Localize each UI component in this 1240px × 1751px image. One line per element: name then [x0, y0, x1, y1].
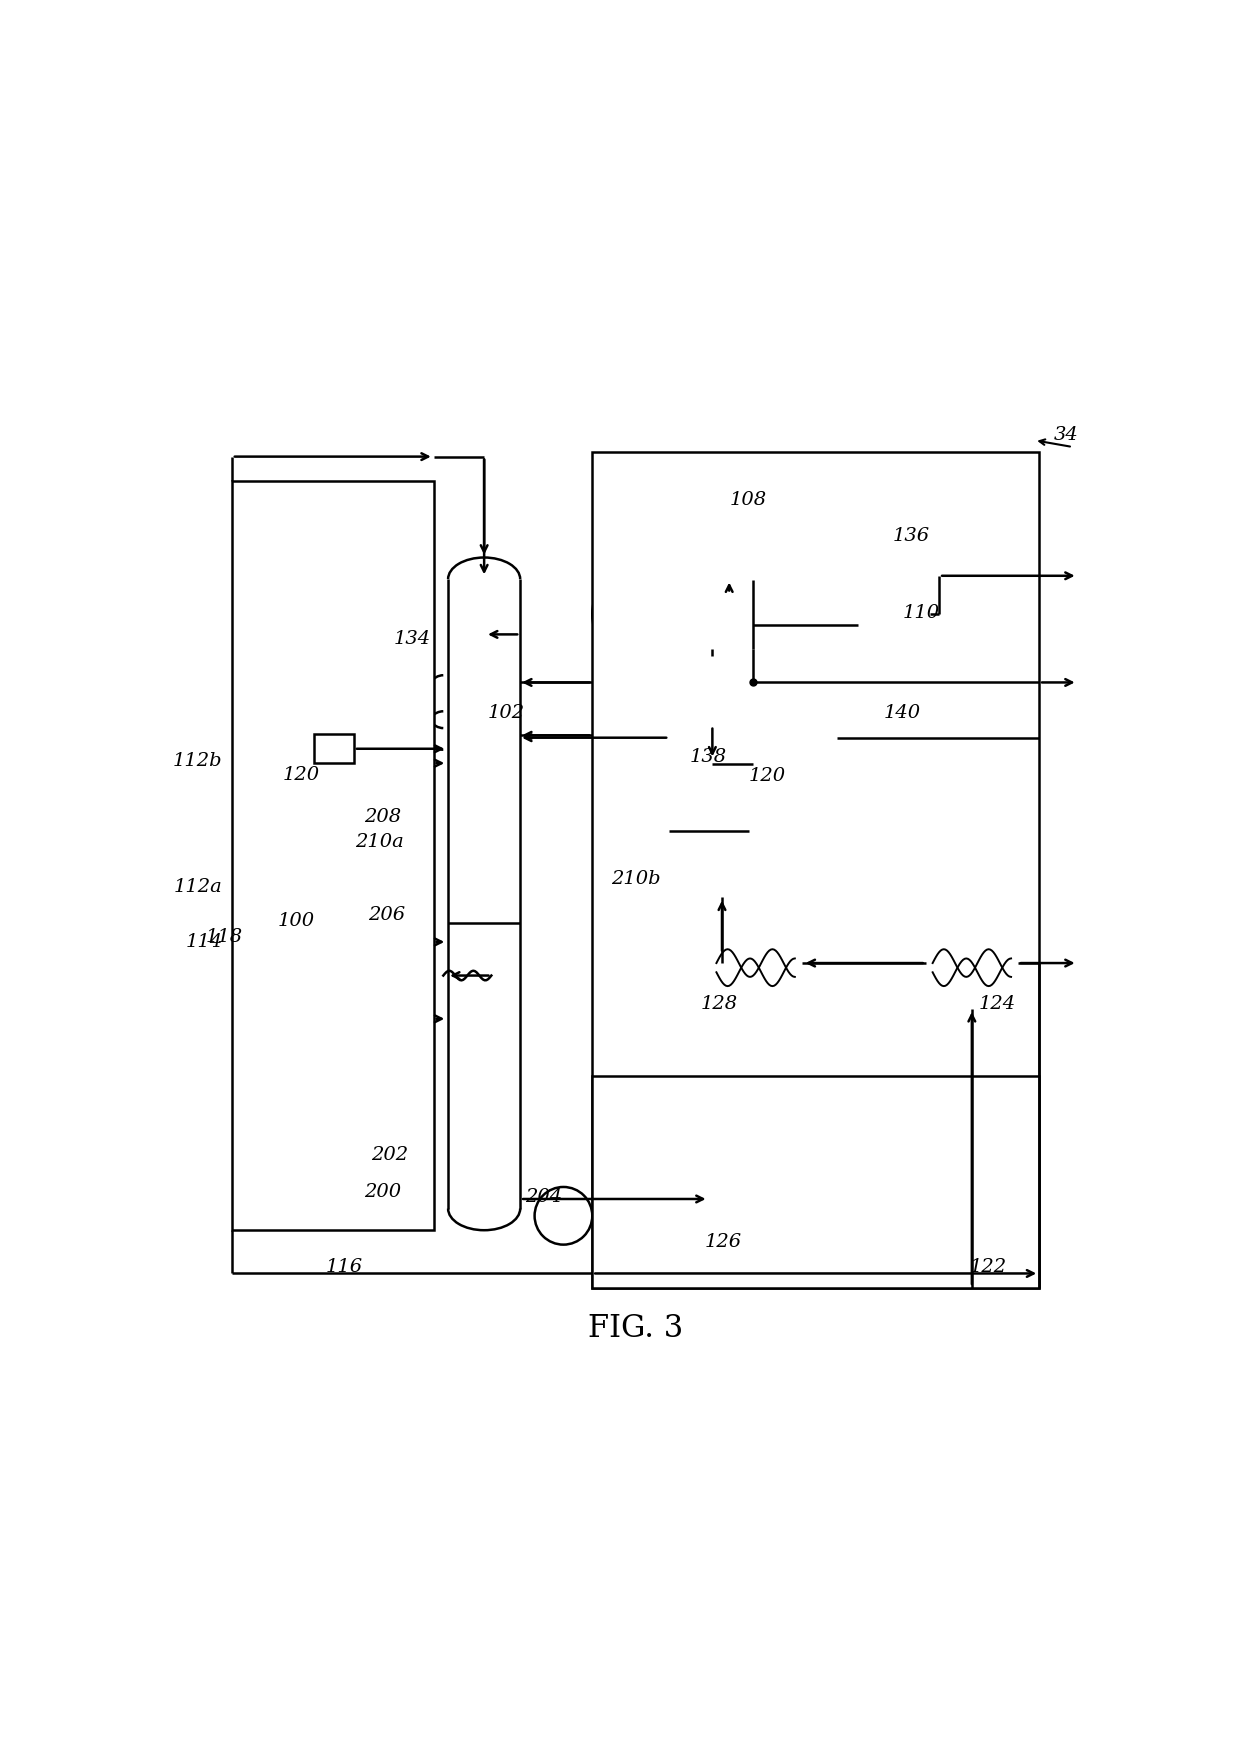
Text: 126: 126 — [704, 1233, 742, 1250]
Text: 128: 128 — [701, 995, 738, 1014]
Bar — [232, 480, 434, 1231]
Bar — [670, 702, 837, 774]
Text: 114: 114 — [185, 933, 222, 951]
Text: 110: 110 — [903, 604, 940, 622]
Bar — [696, 657, 729, 725]
Bar — [635, 480, 823, 543]
Text: 134: 134 — [393, 630, 430, 648]
Text: 108: 108 — [729, 490, 766, 510]
Text: 204: 204 — [525, 1187, 562, 1206]
Text: 210b: 210b — [611, 870, 661, 888]
Text: 112a: 112a — [174, 879, 222, 897]
FancyBboxPatch shape — [593, 580, 895, 650]
Text: FIG. 3: FIG. 3 — [588, 1313, 683, 1343]
Bar — [593, 452, 1039, 1289]
Text: 112b: 112b — [172, 753, 222, 770]
Text: 34: 34 — [1054, 425, 1079, 443]
Text: 102: 102 — [487, 704, 525, 721]
Text: 200: 200 — [365, 1182, 402, 1201]
Bar — [593, 1077, 1039, 1289]
Text: 210a: 210a — [355, 833, 404, 851]
Text: 140: 140 — [883, 704, 920, 721]
Bar — [314, 734, 353, 763]
Text: 118: 118 — [206, 928, 243, 946]
Text: 122: 122 — [970, 1257, 1007, 1276]
Text: 136: 136 — [893, 527, 930, 545]
Text: 206: 206 — [368, 905, 405, 925]
Text: 120: 120 — [749, 767, 786, 784]
Text: 208: 208 — [365, 807, 402, 826]
Text: 202: 202 — [371, 1147, 408, 1164]
Text: 116: 116 — [326, 1257, 363, 1276]
Text: 100: 100 — [278, 912, 315, 930]
Text: 120: 120 — [283, 765, 320, 784]
Text: 124: 124 — [978, 995, 1016, 1014]
Text: 138: 138 — [689, 748, 727, 767]
